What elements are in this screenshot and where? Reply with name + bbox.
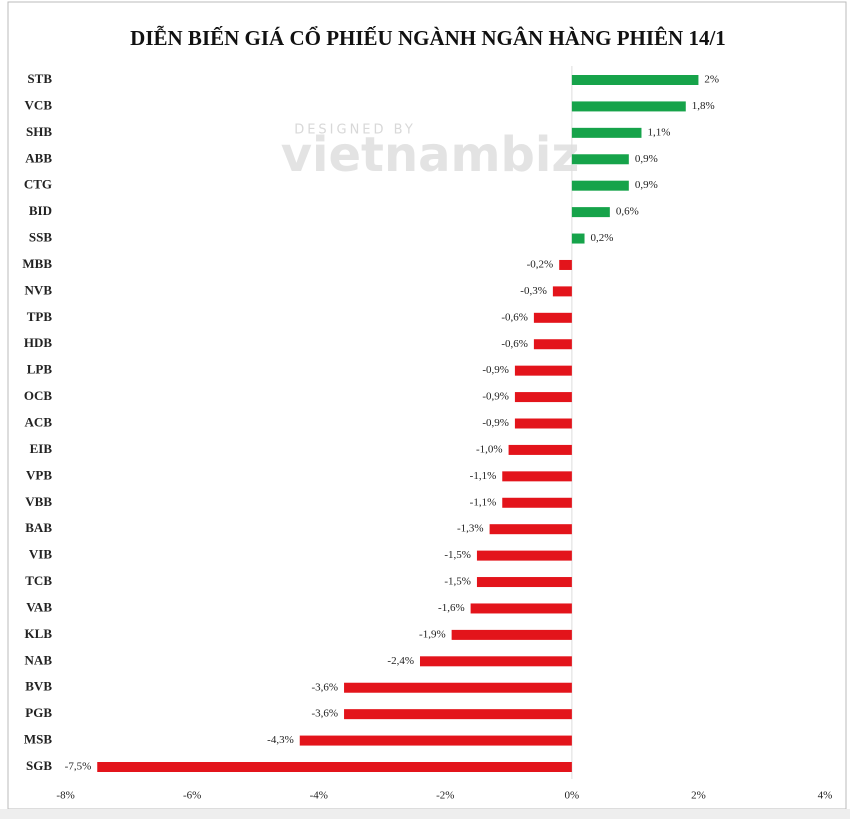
value-label: 1,1% (647, 126, 670, 138)
bar (533, 312, 572, 323)
category-label: SSB (29, 230, 52, 245)
value-label: -1,6% (438, 602, 465, 614)
value-label: 2% (704, 74, 719, 86)
category-label: VIB (29, 547, 52, 562)
x-tick-label: 2% (691, 790, 706, 802)
bar (470, 603, 572, 614)
value-label: -0,9% (482, 391, 509, 403)
category-label: HDB (24, 335, 53, 350)
category-label: OCB (24, 388, 53, 403)
bottom-strip (0, 809, 850, 819)
bar (571, 101, 686, 112)
value-label: -0,6% (501, 338, 528, 350)
bar (476, 577, 572, 588)
category-label: VBB (25, 494, 52, 509)
category-label: TCB (25, 573, 52, 588)
value-label: -4,3% (267, 734, 294, 746)
bar (533, 339, 572, 350)
value-label: 0,9% (635, 179, 658, 191)
x-tick-label: 4% (818, 790, 833, 802)
value-label: 0,2% (591, 232, 614, 244)
bar (502, 497, 572, 508)
category-label: NAB (25, 652, 53, 667)
value-label: -1,1% (470, 470, 497, 482)
value-label: -1,5% (444, 576, 471, 588)
bar (299, 735, 572, 746)
watermark-small: DESIGNED BY (294, 123, 416, 138)
bar (571, 154, 629, 165)
category-label: ABB (25, 150, 52, 165)
category-label: LPB (27, 362, 53, 377)
value-label: -1,9% (419, 628, 446, 640)
category-label: EIB (30, 441, 53, 456)
x-tick-label: -6% (183, 790, 201, 802)
value-label: -1,5% (444, 549, 471, 561)
bar (571, 207, 610, 218)
category-label: VPB (26, 467, 52, 482)
bar (571, 75, 699, 85)
value-label: -2,4% (387, 655, 414, 667)
bar (489, 524, 572, 535)
bar (476, 550, 572, 561)
category-label: TPB (27, 309, 53, 324)
category-label: BVB (25, 679, 52, 694)
bar (451, 629, 572, 640)
bar (571, 180, 629, 191)
bar (508, 444, 572, 455)
value-label: -0,3% (520, 285, 547, 297)
value-label: 0,9% (635, 153, 658, 165)
category-label: SHB (26, 124, 52, 139)
value-label: 0,6% (616, 206, 639, 218)
category-label: MSB (24, 732, 53, 747)
value-label: -0,9% (482, 417, 509, 429)
category-label: SGB (26, 758, 52, 773)
value-label: -1,1% (470, 496, 497, 508)
value-label: 1,8% (692, 100, 715, 112)
bar (419, 656, 572, 667)
bar (552, 286, 572, 297)
value-label: -0,6% (501, 311, 528, 323)
category-label: VCB (25, 97, 53, 112)
bar (502, 471, 572, 482)
value-label: -3,6% (311, 708, 338, 720)
value-label: -1,3% (457, 523, 484, 535)
chart-title: DIỄN BIẾN GIÁ CỔ PHIẾU NGÀNH NGÂN HÀNG P… (130, 25, 726, 50)
bar (514, 392, 572, 403)
bar (571, 127, 642, 138)
bar (514, 365, 572, 376)
x-tick-label: -8% (56, 790, 74, 802)
watermark: vietnambiz (281, 127, 580, 183)
category-label: PGB (25, 705, 52, 720)
category-label: CTG (24, 177, 52, 192)
category-label: ACB (25, 414, 53, 429)
bar (344, 682, 572, 693)
bar (344, 709, 572, 720)
category-label: BAB (25, 520, 52, 535)
value-label: -0,2% (527, 258, 554, 270)
category-label: NVB (25, 282, 53, 297)
x-tick-label: -4% (310, 790, 328, 802)
category-label: BID (29, 203, 52, 218)
x-tick-label: -2% (436, 790, 454, 802)
value-label: -0,9% (482, 364, 509, 376)
category-label: STB (27, 71, 52, 86)
bar (559, 259, 572, 270)
category-label: VAB (26, 599, 52, 614)
x-tick-label: 0% (565, 790, 580, 802)
value-label: -1,0% (476, 443, 503, 455)
value-label: -7,5% (65, 761, 92, 773)
value-label: -3,6% (311, 681, 338, 693)
bar (571, 233, 585, 244)
bar (97, 762, 572, 772)
category-label: KLB (25, 626, 53, 641)
bar (514, 418, 572, 429)
category-label: MBB (22, 256, 52, 271)
